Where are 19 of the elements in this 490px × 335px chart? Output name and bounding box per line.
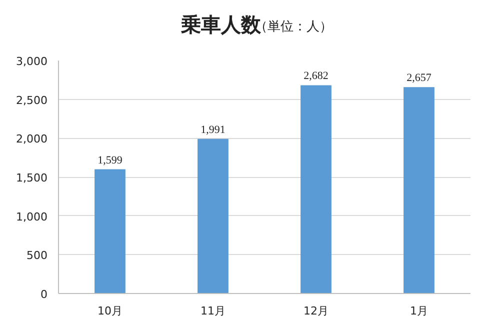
data-label: 1,599	[98, 154, 123, 166]
x-tick-label: 10月	[98, 304, 122, 318]
y-tick-label: 0	[40, 288, 48, 301]
x-tick-label: 12月	[304, 304, 328, 318]
data-label: 2,682	[304, 70, 328, 82]
y-tick-label: 1,000	[16, 210, 48, 224]
bar	[198, 138, 228, 294]
x-tick-label: 11月	[200, 304, 226, 318]
bar	[300, 85, 332, 294]
data-label: 1,991	[200, 124, 226, 136]
y-tick-label: 3,000	[16, 55, 48, 68]
bar	[94, 169, 126, 294]
y-tick-label: 2,000	[16, 132, 48, 146]
data-label: 2,657	[406, 72, 432, 84]
y-tick-label: 2,500	[16, 94, 48, 107]
y-tick-label: 1,500	[16, 172, 48, 184]
y-tick-label: 500	[26, 249, 48, 262]
bar	[404, 87, 434, 294]
x-tick-label: 1月	[410, 304, 428, 318]
